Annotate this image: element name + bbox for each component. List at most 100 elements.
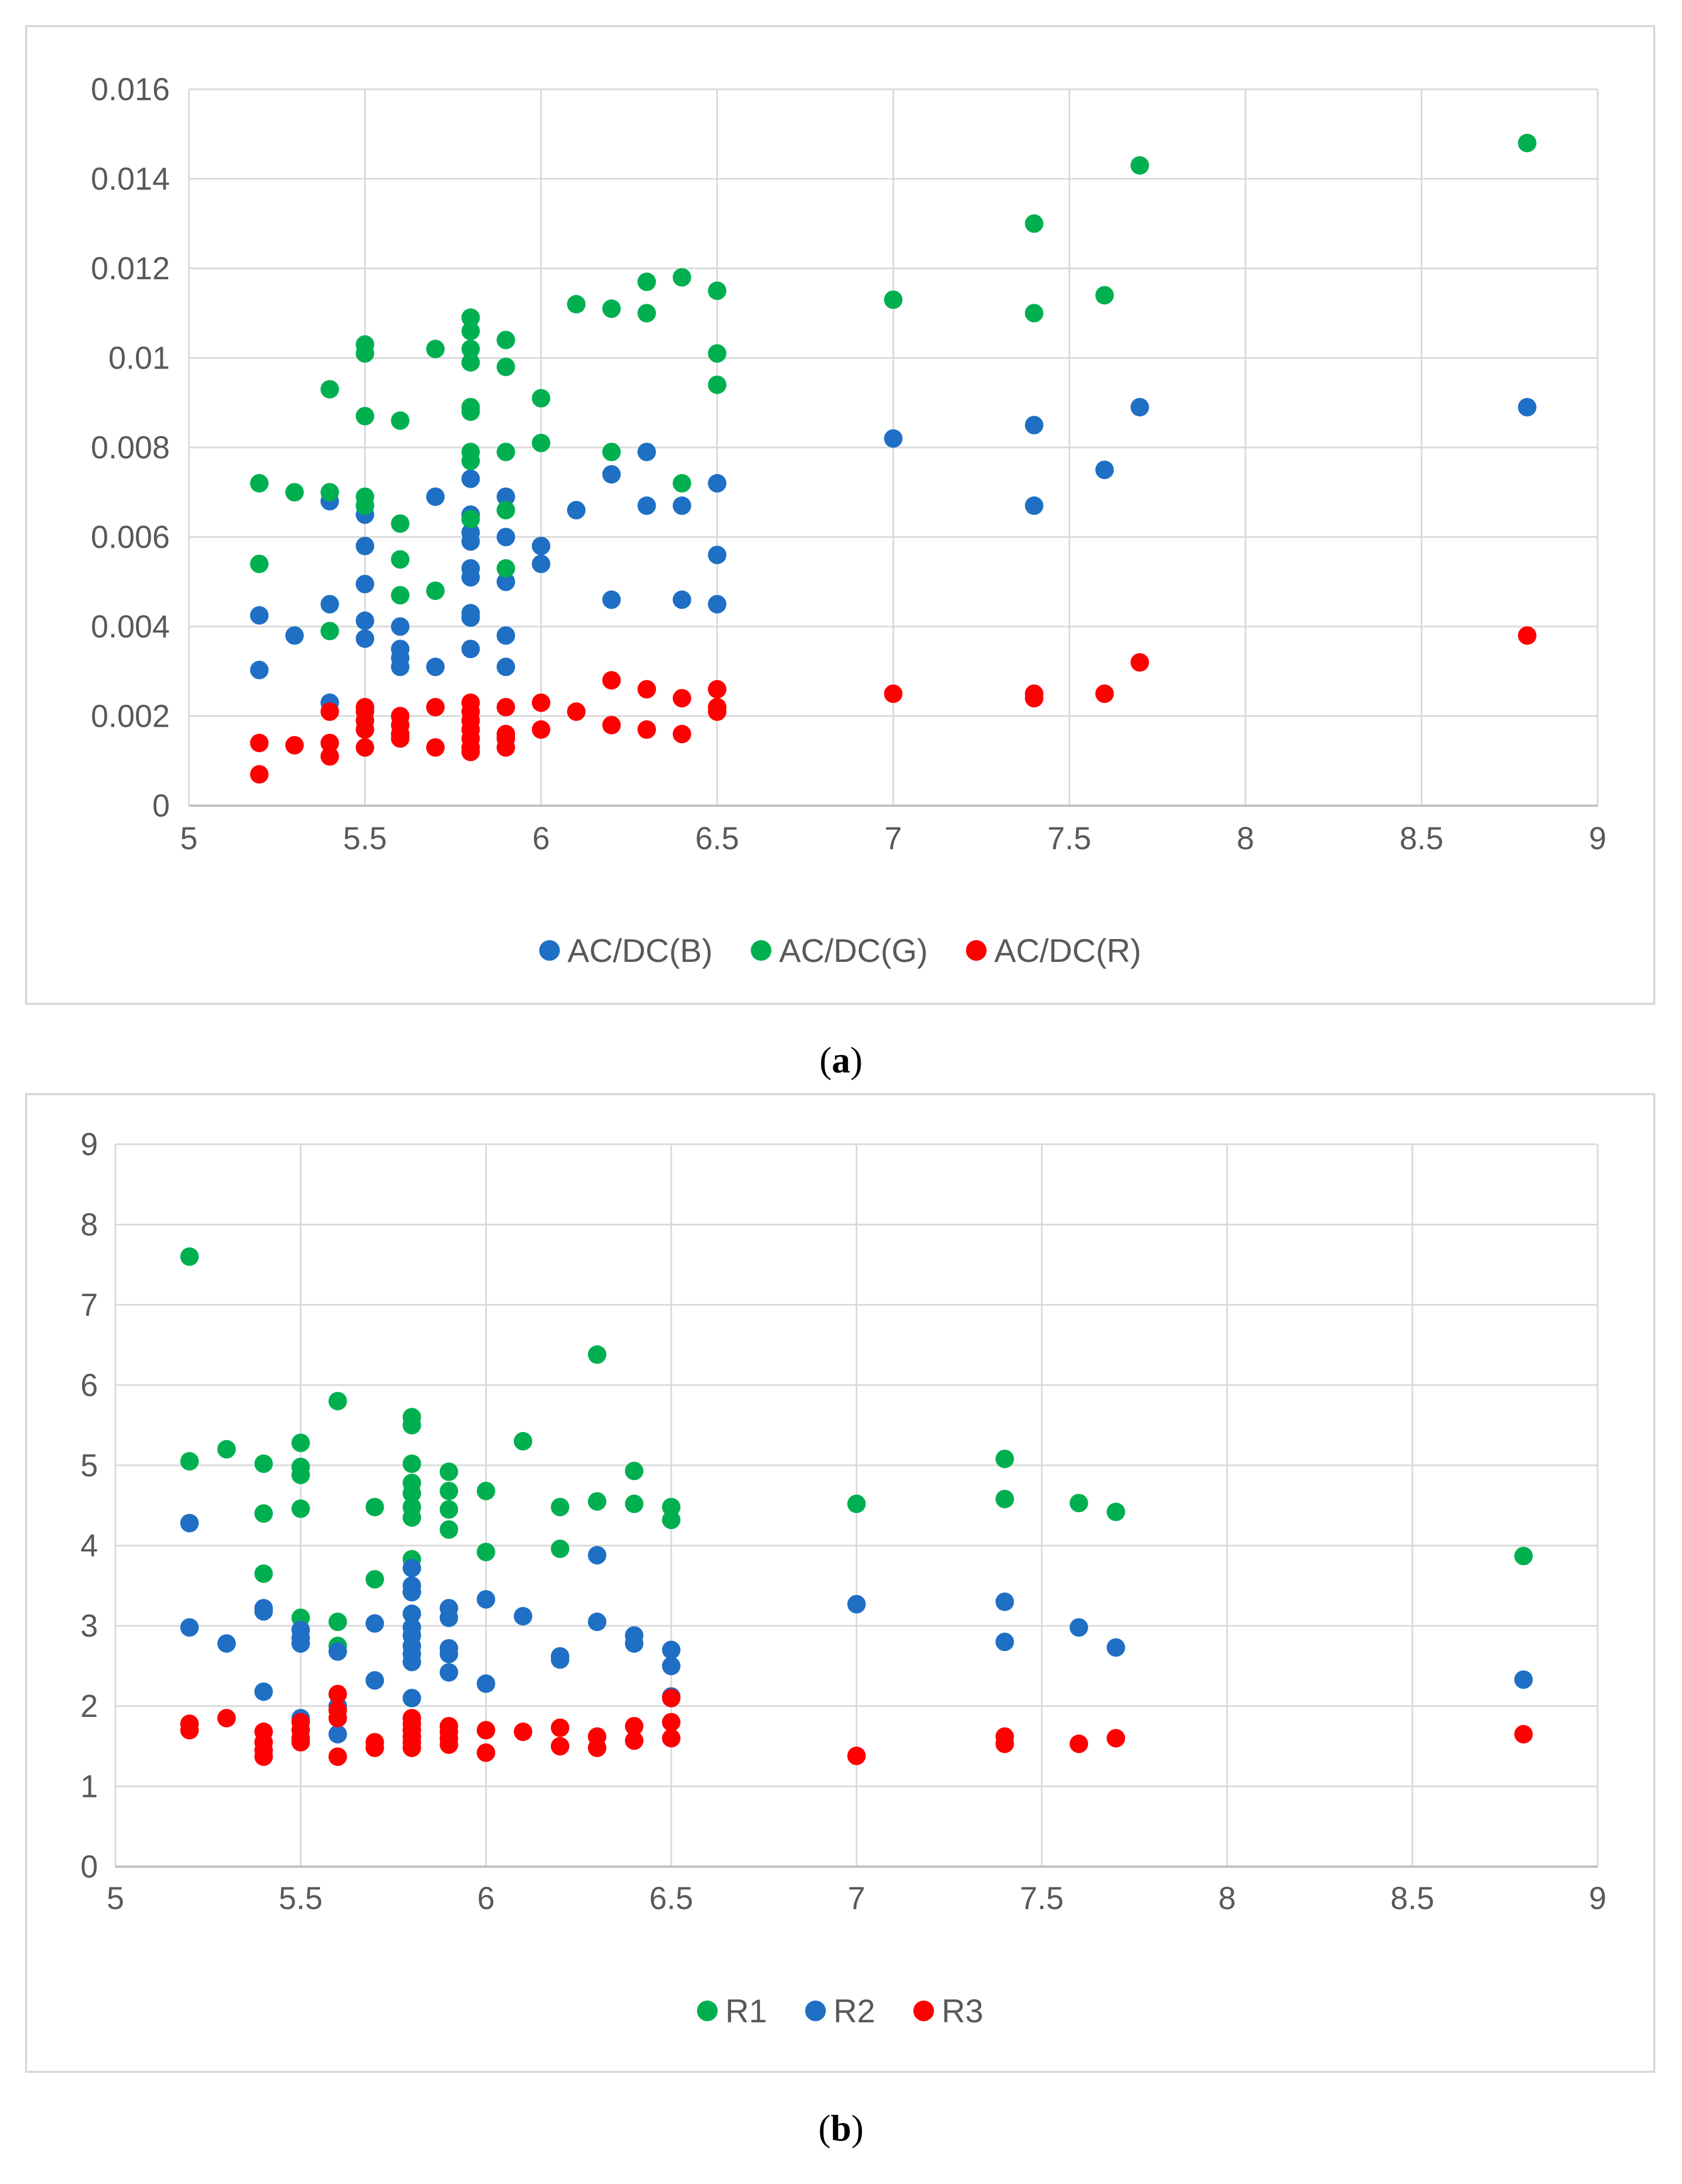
x-tick-label: 5 — [107, 1881, 124, 1916]
data-point-ac-dc-b — [602, 465, 621, 484]
data-point-ac-dc-g — [496, 501, 515, 520]
data-point-r1 — [995, 1449, 1014, 1468]
data-point-r3 — [662, 1729, 681, 1748]
data-point-r2 — [587, 1612, 606, 1631]
data-point-r2 — [513, 1606, 532, 1625]
data-point-ac-dc-b — [391, 658, 410, 677]
caption-b: (b) — [0, 2107, 1682, 2150]
data-point-ac-dc-g — [355, 496, 375, 515]
y-tick-label: 9 — [81, 1127, 98, 1162]
data-point-ac-dc-g — [426, 340, 445, 359]
data-point-r2 — [402, 1582, 421, 1602]
data-point-ac-dc-r — [355, 738, 375, 757]
data-point-ac-dc-g — [496, 443, 515, 462]
data-point-r2 — [180, 1618, 199, 1637]
data-point-ac-dc-g — [496, 330, 515, 349]
data-point-ac-dc-g — [320, 380, 339, 399]
legend-marker — [913, 2001, 934, 2021]
data-point-r3 — [328, 1684, 347, 1703]
data-point-ac-dc-g — [532, 433, 550, 452]
y-tick-label: 2 — [81, 1689, 98, 1724]
caption-b-letter: b — [831, 2107, 851, 2149]
data-point-ac-dc-g — [391, 411, 410, 430]
x-tick-label: 5.5 — [279, 1881, 323, 1916]
data-point-r1 — [439, 1500, 458, 1519]
data-point-ac-dc-g — [496, 559, 515, 578]
chart-a-svg: 0 0.002 0.004 0.006 0.008 0.01 0.012 0.014 0.016… — [91, 72, 1606, 969]
data-point-r2 — [291, 1634, 310, 1653]
data-point-ac-dc-g — [672, 268, 691, 287]
data-point-ac-dc-r — [708, 702, 727, 721]
data-point-r1 — [847, 1494, 866, 1513]
data-point-ac-dc-b — [532, 536, 550, 555]
data-point-ac-dc-r — [285, 735, 304, 754]
caption-a-letter: a — [832, 1039, 850, 1081]
data-point-ac-dc-g — [1024, 214, 1043, 233]
data-point-r2 — [587, 1545, 606, 1565]
y-tick-label: 0.006 — [91, 520, 170, 555]
data-point-ac-dc-g — [1095, 286, 1114, 305]
data-point-ac-dc-r — [708, 680, 727, 699]
data-point-r3 — [328, 1747, 347, 1766]
data-point-r2 — [550, 1650, 569, 1669]
data-point-ac-dc-b — [250, 660, 269, 679]
data-point-r3 — [1514, 1725, 1533, 1744]
y-tick-label: 0.012 — [91, 251, 170, 286]
data-point-ac-dc-r — [355, 720, 375, 739]
y-tick-label: 1 — [81, 1769, 98, 1805]
data-point-ac-dc-g — [602, 299, 621, 318]
data-point-r2 — [402, 1604, 421, 1623]
data-point-r1 — [291, 1499, 310, 1518]
y-tick-label: 0 — [152, 788, 170, 824]
x-tick-label: 6 — [532, 821, 550, 856]
data-point-r1 — [476, 1481, 495, 1500]
data-point-ac-dc-b — [1130, 397, 1149, 416]
data-point-ac-dc-r — [602, 715, 621, 734]
data-point-ac-dc-g — [461, 353, 480, 372]
data-point-ac-dc-g — [461, 510, 480, 529]
data-point-r1 — [625, 1462, 644, 1481]
data-point-ac-dc-g — [391, 514, 410, 533]
data-point-ac-dc-b — [637, 443, 656, 462]
data-point-ac-dc-r — [672, 689, 691, 708]
data-point-ac-dc-g — [461, 340, 480, 359]
data-point-ac-dc-g — [461, 308, 480, 327]
legend-marker — [539, 940, 560, 961]
data-point-ac-dc-r — [320, 733, 339, 752]
x-tick-label: 8.5 — [1399, 821, 1444, 856]
x-tick-label: 7.5 — [1047, 821, 1091, 856]
x-tick-label: 7 — [885, 821, 902, 856]
data-point-ac-dc-r — [391, 729, 410, 748]
data-point-ac-dc-g — [708, 281, 727, 300]
data-point-ac-dc-b — [320, 594, 339, 614]
legend-label: AC/DC(R) — [995, 933, 1141, 969]
data-point-r2 — [254, 1602, 273, 1621]
data-point-r1 — [439, 1520, 458, 1539]
y-tick-label: 0.014 — [91, 162, 170, 197]
data-point-ac-dc-r — [250, 733, 269, 752]
data-point-r3 — [513, 1722, 532, 1741]
data-point-ac-dc-g — [1518, 133, 1537, 152]
x-tick-label: 8 — [1237, 821, 1254, 856]
data-point-ac-dc-g — [285, 483, 304, 502]
data-point-ac-dc-r — [461, 743, 480, 762]
data-point-ac-dc-b — [884, 429, 903, 448]
y-tick-label: 0.002 — [91, 699, 170, 734]
data-point-ac-dc-b — [672, 496, 691, 515]
data-point-r1 — [587, 1492, 606, 1511]
data-point-r3 — [365, 1738, 384, 1757]
data-point-ac-dc-r — [320, 747, 339, 766]
legend-marker — [751, 940, 772, 961]
data-point-r1 — [662, 1511, 681, 1530]
data-point-r2 — [365, 1671, 384, 1690]
data-point-r1 — [513, 1432, 532, 1451]
data-point-ac-dc-b — [496, 572, 515, 591]
data-point-r1 — [476, 1543, 495, 1562]
caption-b-open: ( — [818, 2107, 831, 2149]
data-point-ac-dc-b — [355, 611, 375, 630]
y-tick-label: 3 — [81, 1609, 98, 1644]
x-tick-label: 6.5 — [649, 1881, 693, 1916]
data-point-r3 — [328, 1709, 347, 1728]
data-point-ac-dc-r — [602, 671, 621, 690]
data-point-r2 — [1069, 1618, 1088, 1637]
